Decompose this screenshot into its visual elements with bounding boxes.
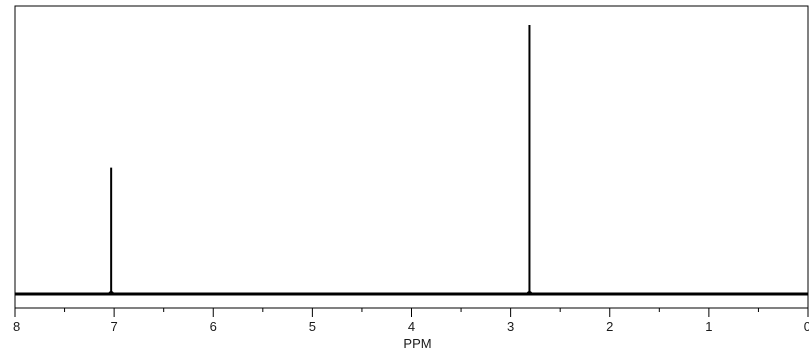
major-tick-group bbox=[14, 308, 809, 317]
tick-label-6: 2 bbox=[606, 319, 613, 334]
tick-label-1: 7 bbox=[111, 319, 118, 334]
x-axis-label: PPM bbox=[403, 336, 431, 351]
peak-foot-0-1 bbox=[526, 291, 533, 295]
tick-label-8: 0 bbox=[804, 319, 809, 334]
tick-label-group: 8 7 6 5 4 3 2 1 0 bbox=[13, 319, 809, 334]
tick-label-0: 8 bbox=[13, 319, 20, 334]
tick-label-3: 5 bbox=[309, 319, 316, 334]
tick-label-5: 3 bbox=[507, 319, 514, 334]
tick-label-7: 1 bbox=[705, 319, 712, 334]
peak-group bbox=[107, 25, 533, 295]
plot-frame bbox=[14, 5, 809, 309]
peak-foot-0-0 bbox=[107, 291, 115, 295]
tick-label-4: 4 bbox=[408, 319, 415, 334]
minor-tick-group bbox=[64, 308, 759, 312]
tick-label-2: 6 bbox=[210, 319, 217, 334]
